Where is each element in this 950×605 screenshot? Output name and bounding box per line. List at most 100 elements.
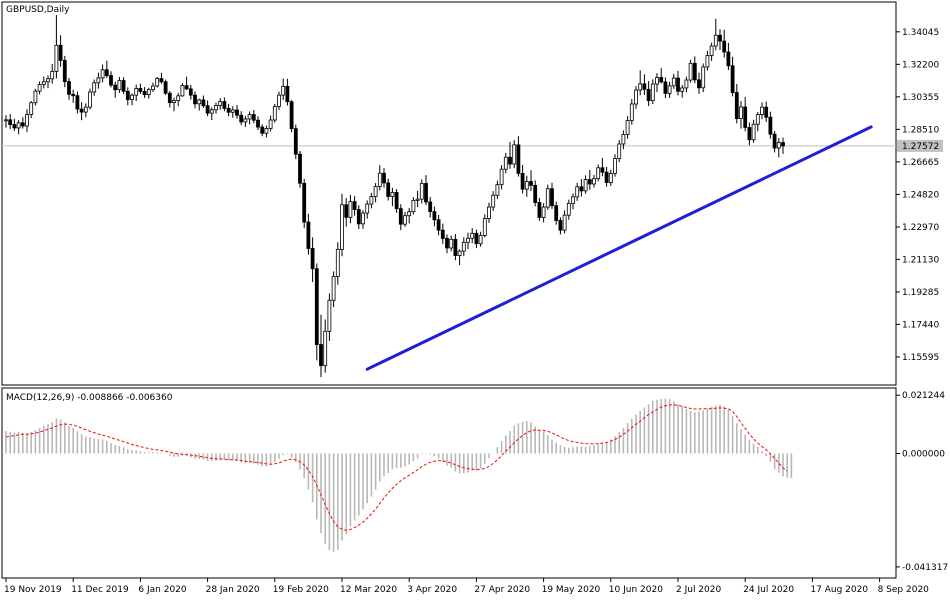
candle-body-bull	[470, 232, 475, 239]
candle-body-bull	[197, 99, 202, 105]
candle-body-bull	[323, 330, 328, 367]
candle-body-bull	[596, 167, 601, 180]
price-axis: 1.34045 1.32200 1.30355 1.28510 1.26665 1.248…	[896, 28, 943, 363]
candle	[247, 111, 252, 125]
time-axis-label: 10 Jun 2020	[609, 585, 663, 595]
candle-body-bear	[440, 229, 445, 239]
candle-body-bull	[407, 211, 412, 217]
candle-body-bull	[41, 81, 46, 85]
candle	[302, 178, 307, 229]
candle	[344, 198, 349, 227]
candle	[340, 193, 344, 257]
candle	[361, 210, 365, 229]
candle	[470, 228, 475, 244]
candle-body-bear	[692, 62, 697, 81]
candle-body-bear	[75, 95, 80, 110]
candle	[386, 178, 391, 201]
candle	[629, 99, 634, 125]
candle-body-bear	[163, 81, 168, 94]
time-axis-label: 12 Mar 2020	[340, 585, 397, 595]
candle	[592, 174, 596, 188]
price-axis-label: 1.34045	[902, 28, 939, 38]
candle-body-bear	[718, 34, 722, 42]
candle-body-bull	[100, 69, 105, 79]
trendline[interactable]	[365, 125, 873, 371]
candle	[537, 197, 542, 221]
candle	[575, 182, 580, 201]
candle-body-bear	[730, 65, 735, 93]
candle-body-bear	[554, 205, 559, 221]
candle	[41, 76, 46, 89]
candle	[239, 111, 244, 126]
candle	[684, 76, 689, 93]
candle	[512, 140, 517, 169]
candle-body-bear	[167, 92, 172, 103]
candle-body-bull	[16, 122, 21, 129]
candle	[613, 154, 617, 177]
candle	[142, 87, 147, 98]
candle-body-bear	[319, 344, 323, 367]
candle	[424, 175, 428, 206]
candle-body-bull	[50, 70, 55, 80]
candle	[104, 60, 109, 79]
macd-axis-label: 0.000000	[902, 449, 945, 459]
candle	[638, 70, 643, 96]
candle	[310, 237, 315, 282]
time-axis-label: 2 Jul 2020	[676, 585, 721, 595]
candle-body-bull	[701, 66, 706, 89]
candle-body-bull	[243, 118, 248, 123]
candle-body-bear	[436, 219, 441, 231]
candle	[167, 91, 172, 108]
candle-body-bull	[172, 100, 176, 103]
candle	[352, 196, 357, 216]
macd-pane-frame	[1, 387, 897, 579]
candle-body-bear	[205, 105, 210, 114]
macd-pane[interactable]: MACD(12,26,9) -0.008866 -0.006360 0.0212…	[1, 387, 948, 579]
candle-body-bull	[457, 250, 462, 256]
candle-body-bull	[776, 142, 781, 149]
candle-body-bear	[604, 171, 609, 183]
candle	[760, 102, 764, 120]
candle	[390, 187, 395, 207]
candle	[117, 77, 122, 93]
candle-body-bull	[503, 156, 508, 170]
candle	[306, 213, 311, 255]
candle	[545, 184, 550, 210]
candle	[403, 212, 407, 227]
candle-body-bull	[415, 198, 420, 201]
time-axis-label: 19 Nov 2019	[4, 585, 62, 595]
candle	[449, 235, 454, 252]
time-axis-label: 28 Jan 2020	[206, 585, 260, 595]
candle	[411, 197, 416, 215]
price-pane[interactable]: GBPUSD,Daily 1.34045 1.32200 1.30355 1.2851…	[1, 1, 943, 386]
candle	[197, 98, 202, 111]
candle-body-bull	[411, 199, 416, 213]
candle	[323, 319, 328, 373]
candle	[58, 35, 63, 67]
candle	[109, 71, 113, 88]
candle	[718, 29, 722, 51]
candle	[134, 84, 139, 101]
candle	[67, 77, 71, 100]
candle	[781, 137, 785, 154]
candle-body-bull	[83, 106, 88, 113]
candle-body-bear	[659, 77, 664, 83]
candle	[138, 83, 143, 94]
candle-body-bear	[428, 201, 433, 213]
candle-body-bull	[327, 299, 332, 332]
candle	[436, 214, 441, 236]
candle-body-bear	[184, 85, 189, 90]
candle-body-bear	[251, 114, 256, 121]
candle-body-bear	[764, 106, 769, 118]
candle	[663, 77, 668, 99]
candle	[713, 18, 718, 51]
candle-body-bear	[352, 201, 357, 210]
candle-body-bull	[524, 181, 529, 190]
candle	[327, 293, 332, 342]
candle	[596, 164, 601, 182]
candle	[151, 82, 155, 92]
candle	[583, 175, 588, 194]
